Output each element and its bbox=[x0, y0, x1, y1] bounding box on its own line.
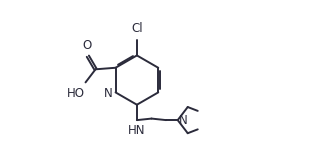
Text: Cl: Cl bbox=[131, 22, 143, 35]
Text: O: O bbox=[82, 39, 91, 52]
Text: N: N bbox=[179, 114, 188, 127]
Text: N: N bbox=[104, 87, 113, 100]
Text: HN: HN bbox=[127, 124, 145, 137]
Text: HO: HO bbox=[67, 87, 85, 100]
